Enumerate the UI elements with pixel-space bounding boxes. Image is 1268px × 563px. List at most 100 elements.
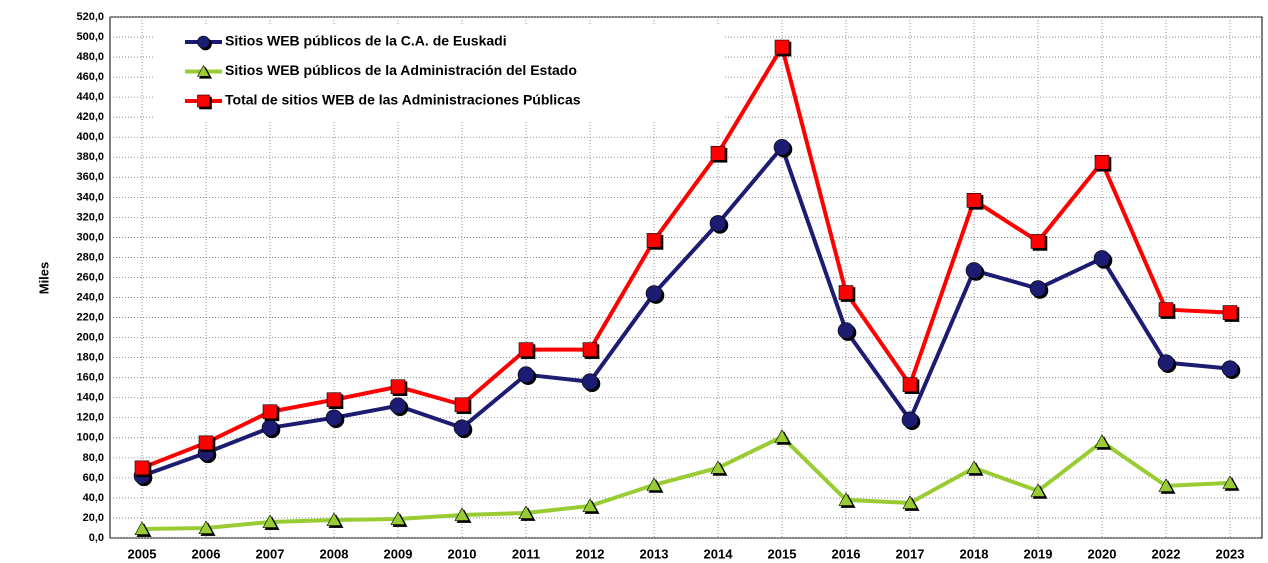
- x-tick-label: 2012: [576, 546, 605, 561]
- y-tick-label: 420,0: [76, 111, 104, 123]
- y-tick-label: 140,0: [76, 392, 104, 404]
- data-point: [134, 460, 150, 476]
- x-tick-label: 2014: [704, 546, 734, 561]
- legend-marker: [197, 94, 210, 108]
- data-point: [774, 39, 790, 55]
- data-point: [326, 392, 342, 408]
- data-point: [1094, 434, 1110, 448]
- x-tick-label: 2011: [512, 546, 540, 561]
- data-point: [838, 285, 854, 300]
- data-point: [390, 511, 406, 525]
- data-point: [134, 521, 150, 535]
- data-point: [709, 215, 727, 232]
- y-tick-label: 220,0: [76, 311, 104, 323]
- data-point: [710, 145, 726, 161]
- y-tick-label: 100,0: [76, 432, 104, 444]
- y-tick-label: 400,0: [76, 131, 104, 143]
- data-point: [582, 498, 598, 512]
- data-point: [1093, 250, 1111, 267]
- data-point: [454, 397, 470, 413]
- y-tick-label: 0,0: [89, 532, 104, 544]
- x-tick-label: 2007: [256, 546, 285, 561]
- data-point: [1222, 475, 1238, 489]
- legend-label: Total de sitios WEB de las Administracio…: [225, 92, 581, 108]
- data-point: [1158, 302, 1174, 317]
- x-tick-label: 2005: [128, 546, 157, 561]
- legend-label: Sitios WEB públicos de la Administración…: [225, 62, 577, 78]
- data-point: [1094, 154, 1110, 170]
- x-tick-label: 2019: [1024, 546, 1053, 561]
- data-point: [1158, 478, 1174, 492]
- x-tick-label: 2010: [448, 546, 477, 561]
- data-point: [454, 507, 470, 521]
- y-tick-label: 240,0: [76, 291, 104, 303]
- data-point: [325, 409, 343, 427]
- x-tick-label: 2020: [1088, 546, 1117, 561]
- data-point: [1030, 483, 1046, 497]
- x-tick-label: 2023: [1216, 546, 1245, 561]
- data-point: [326, 512, 342, 526]
- y-tick-label: 460,0: [76, 71, 104, 83]
- x-tick-label: 2006: [192, 546, 221, 561]
- y-axis-label: Miles: [36, 262, 51, 295]
- legend-marker: [196, 64, 211, 77]
- data-point: [710, 460, 726, 474]
- data-point: [389, 397, 407, 415]
- legend-marker: [197, 35, 210, 49]
- y-tick-label: 340,0: [76, 191, 104, 203]
- y-tick-label: 180,0: [76, 352, 104, 364]
- x-tick-label: 2013: [640, 546, 669, 561]
- data-point: [1221, 360, 1239, 377]
- data-point: [773, 138, 791, 156]
- data-point: [646, 477, 662, 491]
- y-tick-label: 320,0: [76, 211, 104, 223]
- y-tick-label: 20,0: [83, 512, 104, 524]
- data-point: [390, 379, 406, 395]
- data-point: [262, 404, 278, 420]
- series-line: [141, 45, 1231, 470]
- series-line: [141, 434, 1231, 531]
- y-tick-label: 40,0: [83, 492, 104, 504]
- data-point: [198, 435, 214, 451]
- y-tick-label: 80,0: [83, 452, 104, 464]
- data-point: [198, 520, 214, 534]
- data-point: [261, 419, 279, 437]
- y-tick-label: 60,0: [83, 472, 104, 484]
- legend-box: [155, 25, 725, 120]
- x-tick-label: 2008: [320, 546, 349, 561]
- data-point: [901, 411, 919, 429]
- y-tick-label: 500,0: [76, 31, 104, 43]
- series-line: [141, 145, 1231, 478]
- y-tick-label: 120,0: [76, 412, 104, 424]
- y-tick-label: 280,0: [76, 251, 104, 263]
- data-point: [518, 505, 534, 519]
- legend-label: Sitios WEB públicos de la C.A. de Euskad…: [225, 33, 507, 49]
- x-tick-label: 2018: [960, 546, 989, 561]
- data-point: [646, 233, 662, 248]
- data-point: [518, 342, 534, 357]
- y-tick-label: 260,0: [76, 271, 104, 283]
- data-point: [966, 193, 982, 208]
- data-point: [1030, 234, 1046, 249]
- data-point: [517, 366, 535, 383]
- data-point: [1157, 354, 1175, 371]
- x-tick-label: 2015: [768, 546, 797, 561]
- y-tick-label: 200,0: [76, 332, 104, 344]
- x-tick-label: 2016: [832, 546, 861, 561]
- data-point: [582, 342, 598, 357]
- y-tick-label: 520,0: [76, 11, 104, 23]
- y-tick-label: 440,0: [76, 91, 104, 103]
- data-point: [965, 262, 983, 279]
- data-point: [453, 419, 471, 437]
- data-point: [1029, 280, 1047, 297]
- data-point: [902, 377, 918, 393]
- data-point: [581, 373, 599, 391]
- x-tick-label: 2022: [1152, 546, 1181, 561]
- x-tick-label: 2009: [384, 546, 413, 561]
- x-tick-label: 2017: [896, 546, 925, 561]
- y-tick-label: 160,0: [76, 372, 104, 384]
- data-point: [837, 322, 855, 339]
- data-point: [838, 492, 854, 506]
- data-point: [774, 429, 790, 443]
